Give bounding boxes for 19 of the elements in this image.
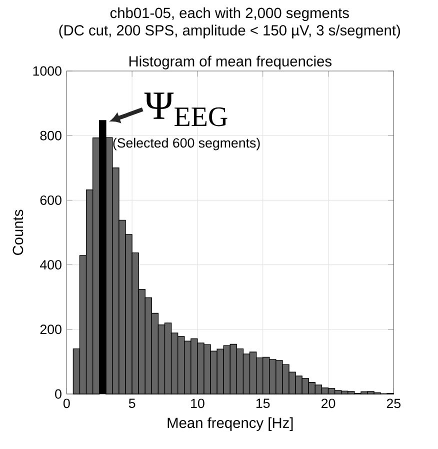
text: Histogram of mean frequencies: [129, 56, 332, 70]
x-tick-label: 20: [322, 398, 336, 408]
y-tick-label: 1000: [33, 66, 62, 76]
x-tick-label: 0: [63, 398, 70, 408]
y-tick-label: 400: [40, 260, 62, 270]
x-tick-label: 10: [191, 398, 204, 408]
chart-title: chb01-05, each with 2,000 segments: [110, 7, 349, 22]
x-tick-label: 5: [128, 398, 136, 408]
y-tick-label: 600: [40, 195, 62, 205]
y-axis-title: Counts: [12, 210, 24, 255]
y-tick-label: 0: [55, 389, 62, 399]
y-tick-label: 800: [40, 130, 62, 140]
y-tick-label: 200: [40, 324, 62, 334]
annotation: (Selected 600 segments): [113, 138, 260, 150]
x-axis-title: Mean freqency [Hz]: [168, 417, 293, 431]
chart-subtitle: (DC cut, 200 SPS, amplitude < 150 µV, 3 s/segment): [59, 24, 400, 38]
annotation: Ψ$_{EEG}$: [144, 92, 228, 126]
x-tick-label: 15: [256, 398, 270, 408]
x-tick-label: 25: [386, 398, 401, 408]
